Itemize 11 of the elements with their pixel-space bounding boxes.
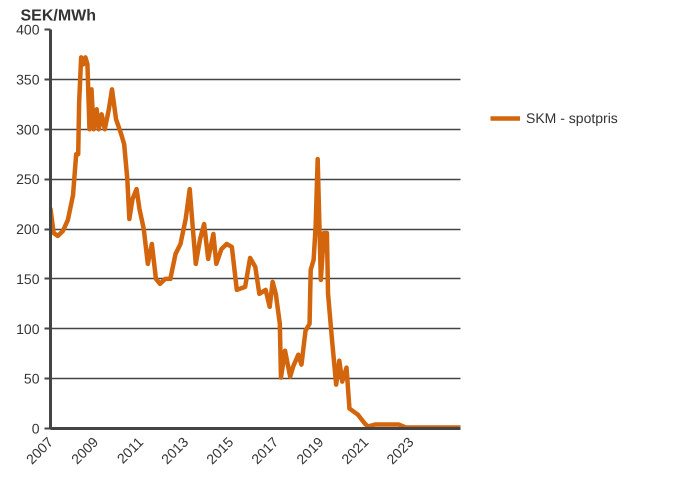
y-tick-label: 400 <box>16 22 40 38</box>
y-tick-label: 0 <box>32 420 40 436</box>
y-tick-label: 100 <box>16 320 40 337</box>
y-tick-label: 150 <box>16 270 40 287</box>
y-axis-title: SEK/MWh <box>20 8 96 24</box>
legend-label: SKM - spotpris <box>526 110 618 126</box>
y-tick-label: 300 <box>16 121 40 138</box>
y-tick-label: 350 <box>16 71 40 88</box>
y-tick-label: 250 <box>16 171 40 188</box>
y-tick-label: 200 <box>16 221 40 237</box>
y-tick-label: 50 <box>24 370 40 387</box>
